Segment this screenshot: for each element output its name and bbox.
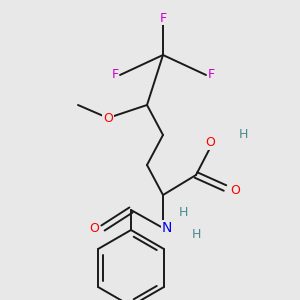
Text: F: F <box>207 68 214 82</box>
Text: F: F <box>159 11 167 25</box>
Text: O: O <box>103 112 113 124</box>
Text: F: F <box>111 68 118 82</box>
Text: H: H <box>191 229 201 242</box>
Text: O: O <box>89 221 99 235</box>
Text: O: O <box>205 136 215 149</box>
Text: H: H <box>178 206 188 218</box>
Text: H: H <box>238 128 248 142</box>
Text: O: O <box>230 184 240 197</box>
Text: N: N <box>162 221 172 235</box>
